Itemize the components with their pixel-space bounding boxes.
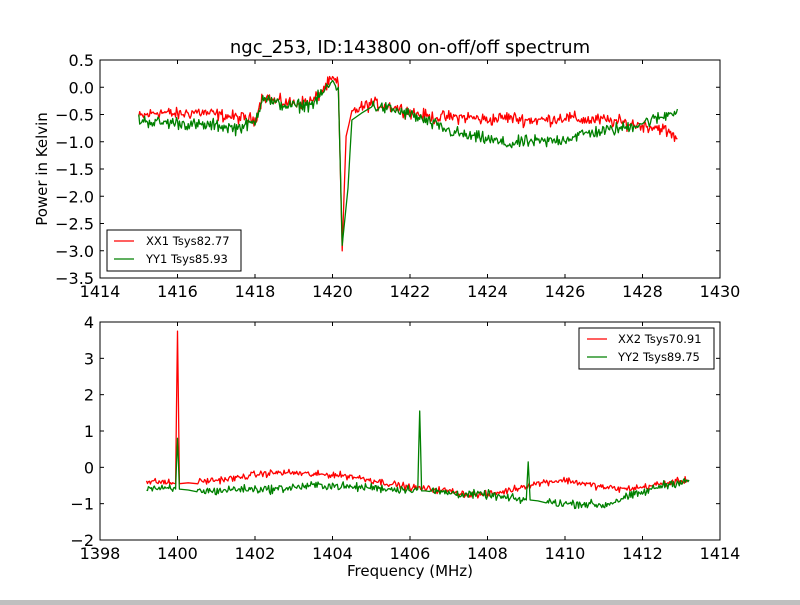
top-xtick-label: 1428: [622, 282, 663, 301]
top-series-lines: [138, 75, 679, 252]
bottom-ytick-label: 1: [84, 422, 94, 441]
top-legend: XX1 Tsys82.77 YY1 Tsys85.93: [106, 229, 242, 272]
top-legend-box: [106, 229, 242, 272]
bottom-xtick-label: 1408: [467, 544, 508, 563]
bottom-xtick-label: 1412: [622, 544, 663, 563]
bottom-xtick-label: 1414: [700, 544, 741, 563]
bottom-ytick-label: 3: [84, 349, 94, 368]
chart-title: ngc_253, ID:143800 on-off/off spectrum: [230, 37, 590, 58]
bottom-ytick-label: −1: [70, 495, 94, 514]
bottom-ytick-label: 0: [84, 458, 94, 477]
top-ytick-label: −2.0: [55, 187, 94, 206]
bottom-xtick-label: 1406: [390, 544, 431, 563]
top-ytick-label: −3.5: [55, 269, 94, 288]
x-axis-label: Frequency (MHz): [347, 562, 473, 580]
bottom-xtick-label: 1400: [157, 544, 198, 563]
legend-label-yy1: YY1 Tsys85.93: [145, 252, 228, 266]
bottom-series-lines: [145, 330, 690, 510]
top-ytick-label: −0.5: [55, 106, 94, 125]
top-xtick-label: 1418: [235, 282, 276, 301]
top-xtick-label: 1426: [545, 282, 586, 301]
bottom-ticks: 1398 1400 1402 1404 1406 1408 1410 1412 1414 4 3 2 1…: [70, 313, 740, 563]
bottom-legend-box: [578, 327, 715, 370]
top-xtick-label: 1414: [80, 282, 121, 301]
bottom-xtick-label: 1398: [80, 544, 121, 563]
bottom-xtick-label: 1402: [235, 544, 276, 563]
top-ytick-label: −1.5: [55, 160, 94, 179]
top-ytick-label: −1.0: [55, 133, 94, 152]
top-xtick-label: 1422: [390, 282, 431, 301]
bottom-legend: XX2 Tsys70.91 YY2 Tsys89.75: [578, 327, 715, 370]
top-ytick-label: −3.0: [55, 242, 94, 261]
legend-label-xx1: XX1 Tsys82.77: [146, 234, 230, 248]
top-panel: 1414 1416 1418 1420 1422 1424 1426 1428 1430 0.5 0…: [33, 37, 740, 301]
bottom-xtick-label: 1410: [545, 544, 586, 563]
legend-label-yy2: YY2 Tsys89.75: [617, 350, 700, 364]
bottom-ytick-label: 4: [84, 313, 94, 332]
bottom-ytick-label: 2: [84, 386, 94, 405]
bottom-series-line-yy2: [146, 410, 690, 510]
top-series-line-xx1: [138, 75, 678, 252]
top-ytick-label: 0.0: [69, 78, 94, 97]
bottom-ytick-label: −2: [70, 531, 94, 550]
top-ytick-label: 0.5: [69, 51, 94, 70]
bottom-xtick-label: 1404: [312, 544, 353, 563]
top-xtick-label: 1420: [312, 282, 353, 301]
top-ytick-label: −2.5: [55, 215, 94, 234]
top-xtick-label: 1424: [467, 282, 508, 301]
top-xtick-label: 1416: [157, 282, 198, 301]
y-axis-label: Power in Kelvin: [33, 112, 51, 226]
top-series-line-yy1: [138, 79, 679, 246]
legend-label-xx2: XX2 Tsys70.91: [618, 332, 702, 346]
top-xtick-label: 1430: [700, 282, 741, 301]
top-ticks: 1414 1416 1418 1420 1422 1424 1426 1428 1430 0.5 0…: [55, 51, 740, 301]
bottom-panel: 1398 1400 1402 1404 1406 1408 1410 1412 1414 4 3 2 1…: [70, 313, 740, 580]
